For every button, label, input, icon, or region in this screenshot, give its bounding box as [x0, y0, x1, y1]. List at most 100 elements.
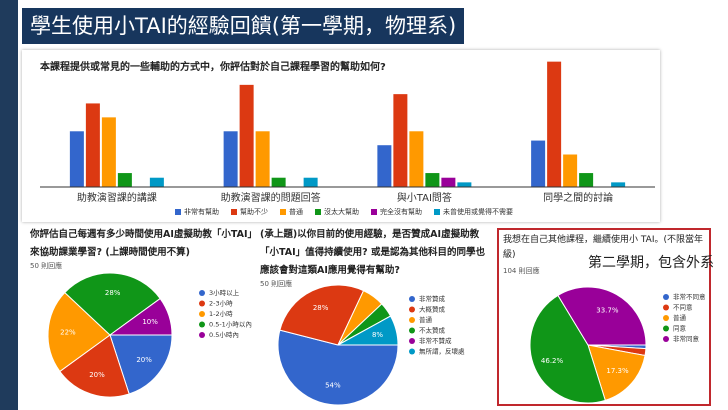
bar	[271, 177, 286, 187]
legend-swatch	[409, 327, 415, 334]
slice-label: 28%	[313, 304, 329, 312]
pie-slice	[47, 291, 111, 373]
legend-swatch	[175, 209, 181, 215]
bar	[117, 173, 132, 187]
pie-slice	[279, 284, 365, 346]
legend-swatch	[434, 209, 440, 215]
legend-label: 普通	[419, 315, 433, 324]
pie-slice	[108, 297, 173, 336]
bar	[563, 154, 578, 187]
bar	[457, 182, 472, 187]
bar	[255, 131, 270, 187]
slice-label: 33.7%	[596, 307, 619, 315]
pie-slice	[529, 294, 606, 404]
legend-swatch	[371, 209, 377, 215]
annotation: 第二學期，包含外系	[588, 255, 714, 271]
legend-label: 1-2小時	[209, 309, 233, 318]
legend-label: 不同意	[673, 303, 693, 312]
chart-title: 你評估自己每週有多少時間使用AI虛擬助教「小TAI」來協助課業學習? (上課時間…	[30, 229, 253, 258]
slide-title: 學生使用小TAI的經驗回饋(第一學期，物理系)	[22, 8, 465, 44]
pie-slice	[109, 334, 173, 395]
legend-swatch	[409, 348, 415, 355]
x-tick-label: 助教演習課的講課	[77, 191, 157, 204]
legend-swatch	[409, 317, 415, 323]
bar	[101, 117, 116, 187]
bar	[377, 145, 392, 187]
bar	[531, 140, 546, 187]
chart-title: 本課程提供或常見的一些輔助的方式中，你評估對於自己課程學習的幫助如何?	[40, 62, 386, 73]
pie-slice	[587, 344, 646, 401]
x-tick-label: 助教演習課的問題回答	[221, 191, 321, 204]
legend-swatch	[663, 304, 669, 311]
legend-swatch	[663, 294, 669, 300]
pie-slice	[277, 329, 399, 406]
legend-swatch	[231, 209, 237, 215]
legend-label: 0.5小時內	[209, 330, 239, 339]
legend-swatch	[199, 290, 205, 296]
chart-title: 我想在自己其他課程，繼續使用小 TAI。(不限當年級)	[503, 235, 703, 260]
legend-label: 非常不同意	[673, 292, 706, 301]
legend-swatch	[663, 325, 669, 332]
highlight-box	[497, 228, 711, 406]
legend-label: 普通	[673, 313, 687, 322]
bar	[547, 61, 562, 188]
legend-label: 同意	[673, 324, 687, 333]
pie-slice	[64, 272, 161, 336]
legend-label: 幫助不少	[240, 207, 268, 216]
pie-slice	[557, 286, 647, 346]
chart-subtitle: 50 則回應	[30, 262, 63, 270]
side-stripe	[0, 0, 18, 410]
pie-slice	[59, 334, 130, 398]
legend-label: 非常同意	[673, 334, 700, 343]
legend-label: 非常不贊成	[419, 336, 452, 345]
legend-swatch	[409, 306, 415, 313]
legend-swatch	[409, 338, 415, 344]
slice-label: 54%	[325, 381, 341, 389]
slice-label: 20%	[89, 371, 105, 379]
bar	[393, 94, 408, 187]
bar	[223, 131, 238, 187]
legend-swatch	[199, 321, 205, 328]
slice-label: 28%	[105, 289, 121, 297]
legend-label: 完全沒有幫助	[380, 207, 422, 216]
legend-label: 不太贊成	[419, 326, 446, 335]
legend-swatch	[199, 311, 205, 317]
legend-swatch	[199, 300, 205, 307]
bar	[579, 173, 594, 187]
slice-label: 8%	[372, 331, 383, 339]
bar	[85, 103, 100, 187]
slice-label: 17.3%	[606, 367, 629, 375]
legend-swatch	[280, 209, 286, 215]
bar	[441, 177, 456, 187]
legend-swatch	[315, 209, 321, 215]
legend-swatch	[663, 315, 669, 321]
bar	[149, 177, 164, 187]
bar	[425, 173, 440, 187]
legend-label: 2-3小時	[209, 299, 233, 308]
legend-label: 沒太大幫助	[324, 207, 359, 216]
x-tick-label: 同學之間的討論	[543, 191, 613, 204]
bar	[69, 131, 84, 187]
bar	[239, 84, 254, 187]
pie-slice	[337, 315, 399, 346]
chart-title: (承上題)以你目前的使用經驗，是否贊成AI虛擬助教「小TAI」值得持續使用? 或…	[260, 229, 485, 276]
legend-swatch	[663, 336, 669, 342]
chart-subtitle: 104 則回應	[503, 267, 540, 275]
legend-swatch	[199, 332, 205, 338]
slice-label: 20%	[136, 356, 152, 364]
slice-label: 22%	[60, 328, 76, 336]
legend-swatch	[409, 296, 415, 302]
slice-label: 46.2%	[541, 357, 564, 365]
x-tick-label: 與小TAI問答	[397, 191, 452, 204]
legend-label: 普通	[289, 207, 303, 216]
chart-subtitle: 50 則回應	[260, 280, 293, 288]
legend-label: 0.5-1小時以內	[209, 320, 252, 329]
legend-label: 大概贊成	[419, 305, 446, 314]
bar	[409, 131, 424, 187]
legend-label: 非常贊成	[419, 294, 446, 303]
bar	[611, 182, 626, 187]
legend-label: 非常有幫助	[184, 207, 219, 216]
slice-label: 10%	[142, 318, 158, 326]
